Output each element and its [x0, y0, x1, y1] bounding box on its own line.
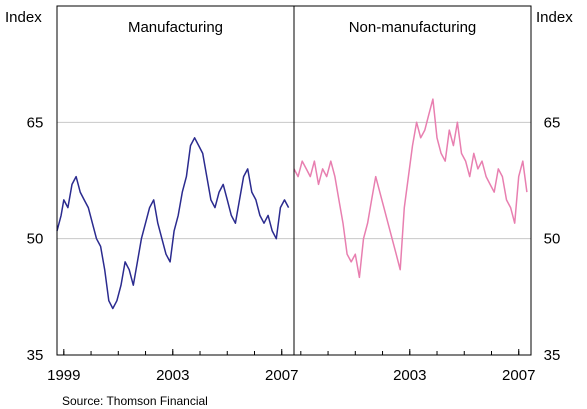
x-tick-label: 2003 [393, 367, 426, 384]
y-tick-label-right: 35 [544, 347, 561, 364]
y-tick-label-left: 35 [27, 347, 44, 364]
y-tick-label-right: 65 [544, 114, 561, 131]
series-line-manufacturing [56, 137, 290, 310]
panel-title: Non-manufacturing [349, 19, 477, 36]
source-note: Source: Thomson Financial [62, 394, 208, 408]
x-tick-label: 2007 [265, 367, 298, 384]
y-axis-label-right: Index [536, 9, 573, 26]
x-tick-label: 1999 [47, 367, 80, 384]
y-tick-label-left: 65 [27, 114, 44, 131]
series-line-non-manufacturing [293, 98, 528, 279]
panel-title: Manufacturing [128, 19, 223, 36]
y-axis-label-left: Index [5, 9, 42, 26]
x-tick-label: 2007 [502, 367, 535, 384]
x-tick-label: 2003 [156, 367, 189, 384]
y-tick-label-left: 50 [27, 231, 44, 248]
y-tick-label-right: 50 [544, 231, 561, 248]
